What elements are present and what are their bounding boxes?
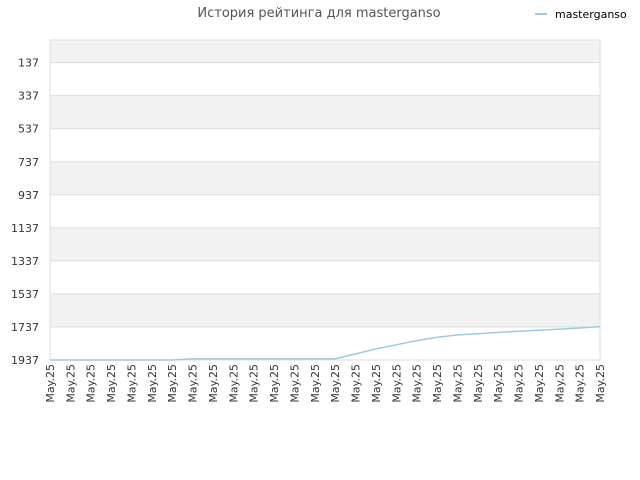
x-tick-label: May.25 <box>472 364 485 403</box>
chart-title: История рейтинга для masterganso <box>197 6 440 21</box>
x-tick-label: May.25 <box>166 364 179 403</box>
y-tick-label: 137 <box>18 57 39 70</box>
legend[interactable]: masterganso <box>535 8 627 21</box>
x-tick-label: May.25 <box>309 364 322 403</box>
x-tick-label: May.25 <box>390 364 403 403</box>
x-tick-label: May.25 <box>227 364 240 403</box>
x-tick-label: May.25 <box>451 364 464 403</box>
grid-bands <box>50 40 600 360</box>
y-tick-label: 737 <box>18 156 39 169</box>
x-tick-label: May.25 <box>146 364 159 403</box>
x-tick-label: May.25 <box>64 364 77 403</box>
series-line <box>50 325 601 361</box>
grid-band <box>50 40 600 63</box>
x-tick-label: May.25 <box>125 364 138 403</box>
grid-band <box>50 95 600 129</box>
y-tick-label: 537 <box>18 123 39 136</box>
grid-band <box>50 260 600 294</box>
x-tick-label: May.25 <box>553 364 566 403</box>
grid-band <box>50 128 600 162</box>
y-axis-ticks: 137 337 537 737 937 1137 1337 1537 1737 1937 <box>11 57 39 367</box>
series-layer <box>50 325 601 361</box>
y-tick-label: 1937 <box>11 354 39 367</box>
x-tick-label: May.25 <box>350 364 363 403</box>
y-tick-label: 1137 <box>11 222 39 235</box>
legend-label: masterganso <box>555 8 627 21</box>
x-tick-label: May.25 <box>288 364 301 403</box>
y-tick-label: 1537 <box>11 288 39 301</box>
x-tick-label: May.25 <box>594 364 607 403</box>
grid-band <box>50 293 600 327</box>
x-tick-label: May.25 <box>513 364 526 403</box>
x-tick-label: May.25 <box>533 364 546 403</box>
x-tick-label: May.25 <box>574 364 587 403</box>
y-tick-label: 337 <box>18 90 39 103</box>
grid-band <box>50 161 600 195</box>
x-tick-label: May.25 <box>105 364 118 403</box>
x-tick-label: May.25 <box>207 364 220 403</box>
x-tick-label: May.25 <box>329 364 342 403</box>
x-tick-label: May.25 <box>431 364 444 403</box>
x-tick-label: May.25 <box>248 364 261 403</box>
y-tick-label: 1337 <box>11 255 39 268</box>
grid-band <box>50 62 600 96</box>
grid-band <box>50 227 600 261</box>
x-tick-label: May.25 <box>85 364 98 403</box>
x-axis-ticks: May.25 May.25 May.25 May.25 May.25 May.25 May.… <box>44 364 607 403</box>
x-tick-label: May.25 <box>492 364 505 403</box>
x-tick-label: May.25 <box>370 364 383 403</box>
x-tick-label: May.25 <box>268 364 281 403</box>
y-tick-label: 937 <box>18 189 39 202</box>
x-tick-label: May.25 <box>411 364 424 403</box>
x-tick-label: May.25 <box>44 364 57 403</box>
x-tick-label: May.25 <box>187 364 200 403</box>
grid-band <box>50 194 600 228</box>
y-tick-label: 1737 <box>11 321 39 334</box>
